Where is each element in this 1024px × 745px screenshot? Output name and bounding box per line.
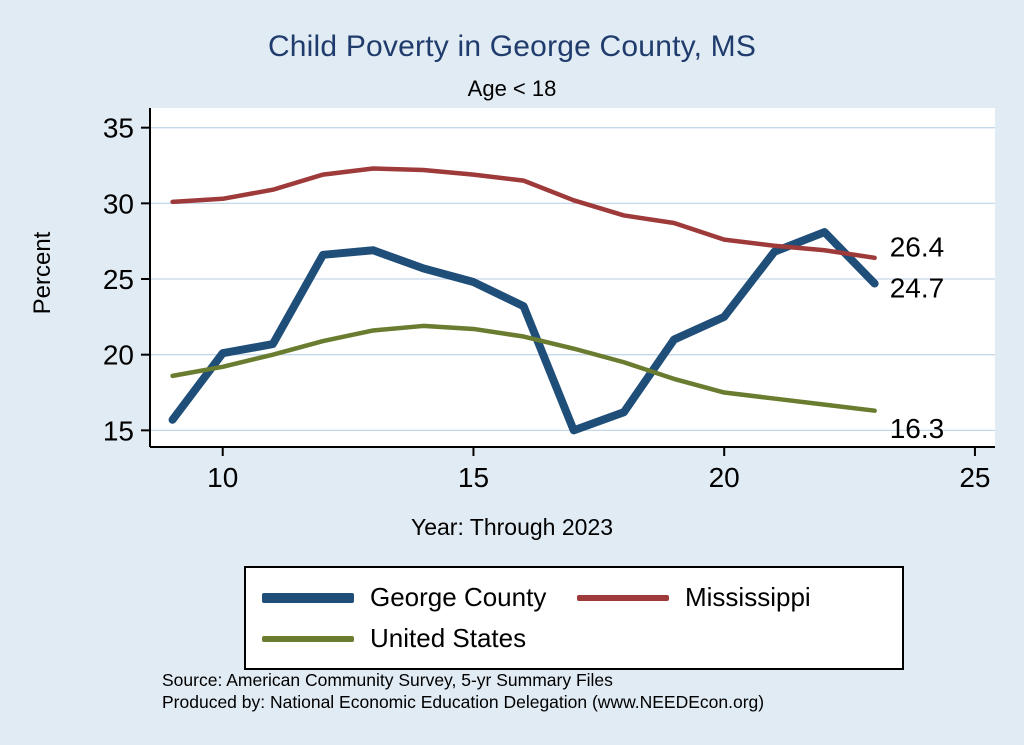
annotation-16.3: 16.3	[890, 413, 945, 444]
y-tick-label-15: 15	[103, 415, 134, 446]
legend-swatch-united-states	[262, 635, 354, 642]
chart-subtitle: Age < 18	[467, 76, 557, 101]
series-line-united-states	[170, 323, 877, 413]
series-line-george-county	[168, 228, 879, 435]
x-tick-label-10: 10	[207, 462, 238, 493]
legend-label-mississippi: Mississippi	[685, 582, 811, 612]
tick-marks	[141, 126, 976, 456]
gridlines	[150, 127, 995, 432]
x-tick-label-25: 25	[959, 462, 990, 493]
plot-background	[150, 108, 995, 447]
annotation-26.4: 26.4	[890, 231, 945, 262]
annotation-24.7: 24.7	[890, 272, 945, 303]
legend-item-mississippi: Mississippi	[577, 582, 892, 613]
y-tick-label-35: 35	[103, 113, 134, 144]
legend-label-united-states: United States	[370, 623, 527, 653]
tick-labels: 15 20 25 30 35 10 15 20 25	[103, 113, 991, 493]
x-axis-title: Year: Through 2023	[410, 514, 614, 540]
legend-swatch-george-county	[262, 592, 354, 603]
x-tick-label-20: 20	[709, 462, 740, 493]
legend-item-george-county: George County	[262, 582, 577, 613]
end-value-annotations: 26.4 24.7 16.3	[890, 231, 945, 444]
x-tick-label-15: 15	[458, 462, 489, 493]
chart-title: Child Poverty in George County, MS	[267, 30, 757, 63]
series-line-mississippi	[170, 166, 877, 261]
source-note-line1: Source: American Community Survey, 5-yr …	[162, 670, 613, 690]
legend-item-united-states: United States	[262, 623, 577, 654]
legend-label-george-county: George County	[370, 582, 547, 612]
legend-swatch-mississippi	[577, 594, 669, 601]
series-lines	[168, 166, 879, 435]
source-note-line2: Produced by: National Economic Education…	[162, 692, 765, 712]
y-tick-label-30: 30	[103, 188, 134, 219]
legend: George County Mississippi United States	[244, 566, 904, 670]
y-tick-label-25: 25	[103, 264, 134, 295]
y-tick-label-20: 20	[103, 340, 134, 371]
